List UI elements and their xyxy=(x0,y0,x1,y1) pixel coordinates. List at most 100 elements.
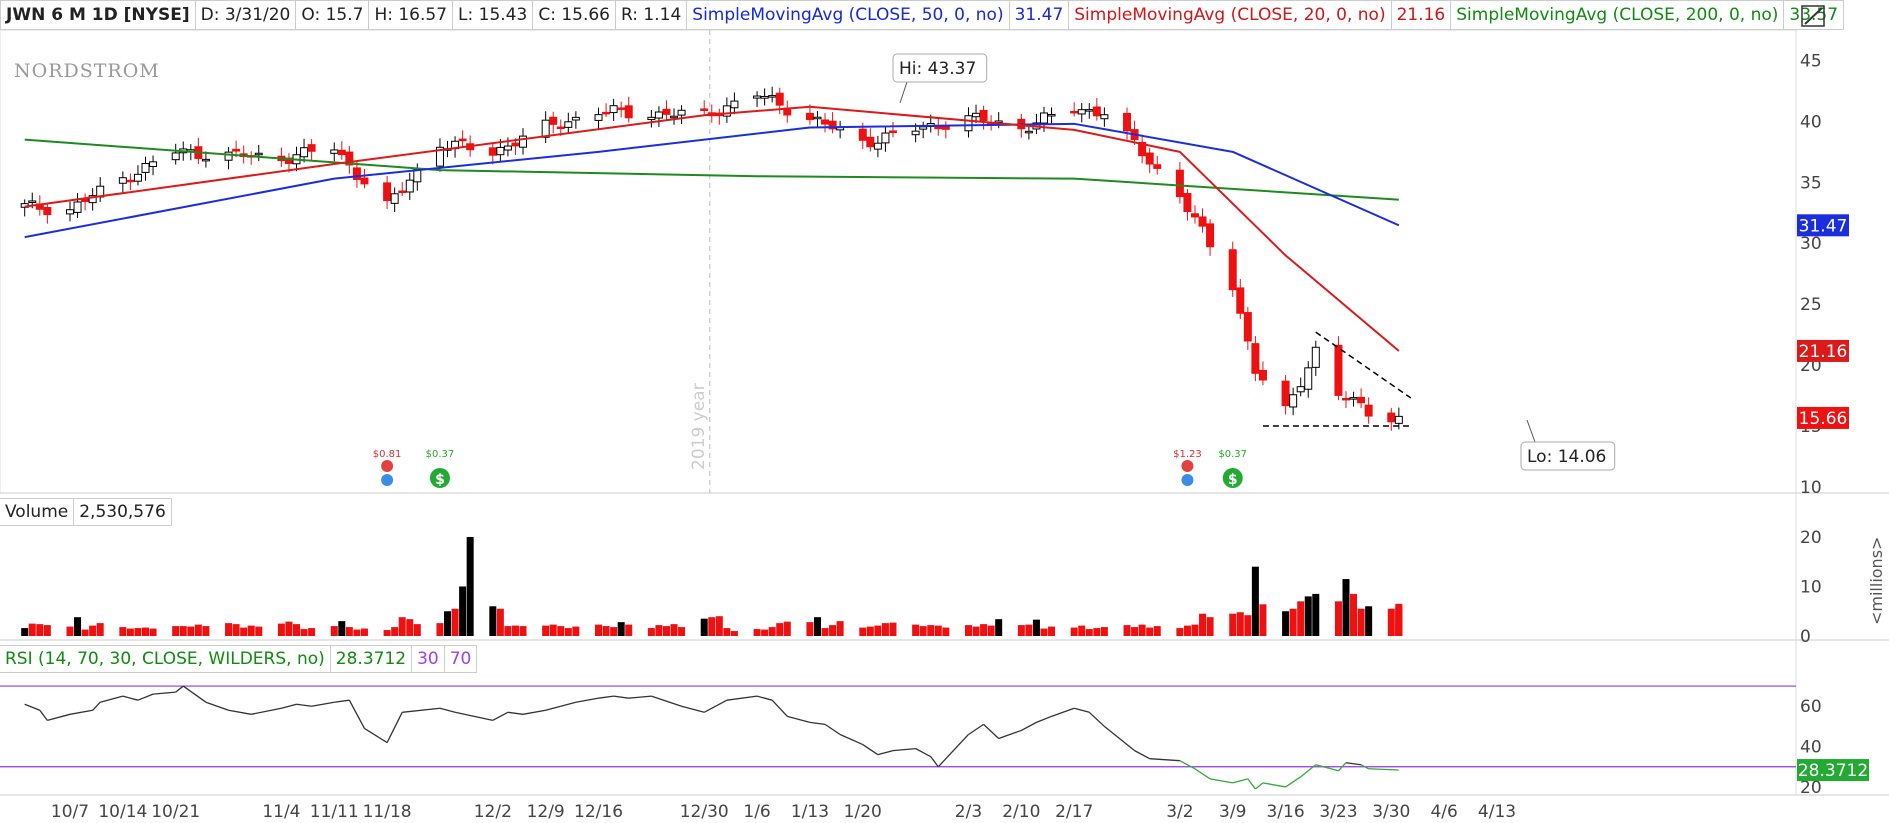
candle-body xyxy=(866,136,875,148)
candle-body xyxy=(1123,112,1132,132)
x-axis-tick: 4/6 xyxy=(1430,802,1457,822)
rsi-line-segment xyxy=(348,699,366,729)
sma200-label[interactable]: SimpleMovingAvg (CLOSE, 200, 0, no) xyxy=(1451,0,1785,30)
low-callout-text: Lo: 14.06 xyxy=(1527,447,1606,467)
volume-bar xyxy=(1259,604,1267,636)
rsi-label[interactable]: RSI (14, 70, 30, CLOSE, WILDERS, no) xyxy=(0,645,331,673)
rsi-line-segment xyxy=(439,707,456,713)
rsi-line-segment xyxy=(809,721,826,726)
volume-bar xyxy=(821,628,829,636)
volume-bar xyxy=(202,626,210,636)
sma50-label[interactable]: SimpleMovingAvg (CLOSE, 50, 0, no) xyxy=(687,0,1010,30)
volume-bar xyxy=(81,629,89,636)
x-axis-tick: 3/2 xyxy=(1166,802,1193,822)
volume-bar xyxy=(1365,606,1373,636)
volume-bar xyxy=(776,623,784,636)
candle-body xyxy=(760,95,769,99)
rsi-line-segment xyxy=(1315,764,1339,772)
candle-body xyxy=(330,149,339,154)
high-label: H: 16.57 xyxy=(369,0,454,30)
candle-body xyxy=(66,209,74,215)
volume-bar xyxy=(89,625,97,636)
volume-bar xyxy=(300,629,308,636)
candle-body xyxy=(1077,109,1086,115)
rsi-line-segment xyxy=(756,695,773,701)
volume-bars-group xyxy=(21,536,1403,636)
candle-body xyxy=(881,132,890,144)
candle-body xyxy=(352,167,361,180)
rsi-line-segment xyxy=(1360,764,1369,770)
rsi-line-segment xyxy=(39,709,48,721)
volume-bar xyxy=(1146,627,1154,636)
x-axis-tick: 10/14 xyxy=(98,802,147,822)
volume-bar xyxy=(293,624,301,636)
candle-body xyxy=(1206,223,1215,248)
rsi-line-segment xyxy=(492,711,509,721)
volume-bar xyxy=(595,624,603,636)
event-amount-label: $0.37 xyxy=(426,449,455,460)
candle-body xyxy=(813,116,822,120)
volume-bar xyxy=(330,626,338,636)
price-axis-tick: 45 xyxy=(1800,51,1822,71)
candle-body xyxy=(398,190,407,194)
candle-body xyxy=(549,116,558,125)
sma50-line xyxy=(24,122,1400,239)
rsi-line-segment xyxy=(1074,707,1090,713)
candle-body xyxy=(647,116,656,121)
high-callout-text: Hi: 43.37 xyxy=(899,59,976,79)
volume-bar xyxy=(1387,608,1395,636)
rsi-line-segment xyxy=(311,701,335,707)
x-axis-tick: 11/4 xyxy=(262,802,300,822)
volume-bar xyxy=(1312,593,1320,636)
candle-body xyxy=(1138,141,1147,157)
volume-bar xyxy=(1206,617,1214,636)
volume-bar xyxy=(964,625,972,636)
candle-body xyxy=(828,120,837,130)
volume-bar xyxy=(28,623,36,636)
rsi-line-segment xyxy=(251,707,282,715)
volume-label[interactable]: Volume xyxy=(0,498,75,526)
volume-bar xyxy=(496,608,504,636)
rsi-line-segment xyxy=(1368,768,1399,771)
x-axis-tick: 3/30 xyxy=(1372,802,1410,822)
volume-bar xyxy=(1153,626,1161,636)
rsi-line-segment xyxy=(560,701,577,707)
volume-bar xyxy=(1123,625,1131,636)
drawing-tool-icon[interactable] xyxy=(1800,2,1828,30)
rsi-line-segment xyxy=(69,709,93,715)
rsi-line-segment xyxy=(628,695,652,699)
volume-bar xyxy=(542,625,550,636)
candle-body xyxy=(888,130,897,133)
volume-bar xyxy=(1342,579,1350,636)
candle-body xyxy=(488,147,497,156)
volume-bar xyxy=(1070,627,1078,636)
rsi-line-segment xyxy=(522,709,546,715)
volume-bar xyxy=(723,628,731,636)
volume-bar xyxy=(617,622,625,636)
rsi-line-segment xyxy=(454,711,493,721)
volume-bar xyxy=(768,627,776,636)
rsi-line-segment xyxy=(507,711,524,715)
volume-bar xyxy=(406,619,414,636)
candle-body xyxy=(496,146,505,156)
candle-body xyxy=(1183,193,1192,212)
earnings-icon xyxy=(1181,460,1194,472)
candle-body xyxy=(201,158,210,162)
volume-bar xyxy=(1131,627,1139,636)
symbol-label[interactable]: JWN 6 M 1D [NYSE] xyxy=(0,0,196,30)
volume-bar xyxy=(179,626,187,636)
candle-body xyxy=(435,146,444,167)
volume-bar xyxy=(21,628,29,636)
volume-bar xyxy=(1199,613,1207,636)
volume-bar xyxy=(980,624,988,636)
candle-body xyxy=(1175,169,1184,198)
candle-body xyxy=(360,177,369,185)
candle-body xyxy=(654,111,663,119)
candle-body xyxy=(722,105,731,117)
sma20-label[interactable]: SimpleMovingAvg (CLOSE, 20, 0, no) xyxy=(1069,0,1392,30)
sma20-line xyxy=(24,105,1400,352)
volume-bar xyxy=(187,626,195,636)
sma200-line xyxy=(24,138,1399,201)
candle-body xyxy=(919,126,928,130)
